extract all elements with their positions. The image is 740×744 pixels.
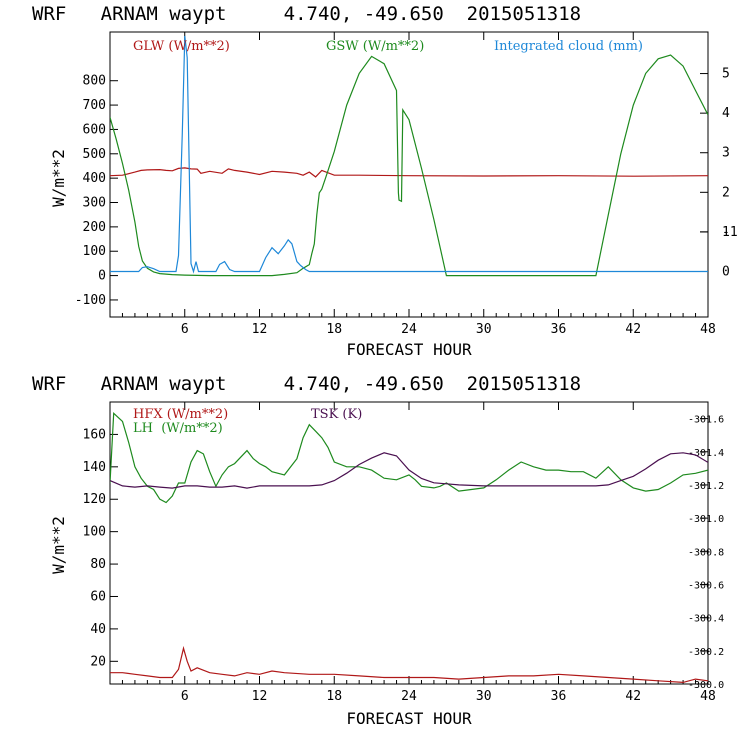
x-tick-label: 36: [551, 689, 567, 704]
chart-2-legend-hfx: HFX (W/m**2): [133, 407, 228, 422]
x-tick-label: 6: [181, 322, 189, 337]
x-tick-label: 42: [625, 689, 641, 704]
chart-1-x-axis: 6 12 18 24 30 36 42 48: [121, 32, 716, 337]
series-integrated-line: [110, 35, 708, 274]
y2-tick-label: -300.4: [688, 614, 724, 625]
y2-tick-label: -300.8: [688, 547, 724, 558]
y-tick-label: 40: [90, 622, 106, 637]
chart-1-legend-glw: GLW (W/m**2): [133, 39, 230, 54]
x-tick-label: 12: [252, 689, 268, 704]
y2-tick-label: -301.2: [688, 481, 724, 492]
y2-tick-label: -301.6: [688, 415, 724, 426]
y2-tick-label: 0: [722, 264, 730, 279]
y-tick-label: 0: [98, 269, 106, 284]
x-tick-label: 24: [401, 322, 417, 337]
y-tick-label: 120: [83, 492, 106, 507]
y-tick-label: 140: [83, 460, 106, 475]
x-tick-label: 6: [181, 689, 189, 704]
y-tick-label: 400: [83, 171, 106, 186]
series-hfx-line: [110, 645, 708, 684]
y-tick-label: 800: [83, 74, 106, 89]
chart-1-title: WRF ARNAM waypt 4.740, -49.650 201505131…: [32, 3, 581, 25]
y2-tick-label: 1: [722, 225, 730, 240]
chart-2-y2-axis: -300.0 -300.2 -300.4 -300.6 -300.8 -301.0 -301…: [688, 415, 724, 691]
x-tick-label: 30: [476, 322, 492, 337]
y-tick-label: 700: [83, 98, 106, 113]
x-tick-label: 30: [476, 689, 492, 704]
x-tick-label: 48: [700, 689, 716, 704]
y-tick-label: 500: [83, 147, 106, 162]
chart-2-x-label: FORECAST HOUR: [346, 709, 472, 728]
y2-tick-label: -300.2: [688, 647, 724, 658]
y2-tick-label: 5: [722, 67, 730, 82]
y-tick-label: 300: [83, 196, 106, 211]
y2-tick-label: -300.0: [688, 680, 724, 691]
y-tick-label: 80: [90, 557, 106, 572]
x-tick-label: 42: [625, 322, 641, 337]
chart-1-y-label: W/m**2: [49, 149, 68, 207]
series-tsk-line: [110, 452, 708, 489]
chart-2-series: [110, 411, 708, 684]
chart-1-y2-axis: -1 0 1 2 3 4 5: [700, 67, 738, 279]
chart-2-x-axis: 6 12 18 24 30 36 42 48: [121, 402, 716, 704]
chart-2-y-axis: 20 40 60 80 100 120 140 160: [83, 427, 118, 669]
series-glw-line: [110, 167, 708, 178]
chart-2-title: WRF ARNAM waypt 4.740, -49.650 201505131…: [32, 373, 581, 395]
y2-tick-label: -1: [722, 225, 738, 240]
y-tick-label: -100: [75, 293, 106, 308]
y2-tick-label: -301.0: [688, 514, 724, 525]
chart-2: WRF ARNAM waypt 4.740, -49.650 201505131…: [32, 373, 724, 728]
y-tick-label: 60: [90, 589, 106, 604]
chart-2-y-label: W/m**2: [49, 516, 68, 574]
y2-tick-label: -300.6: [688, 580, 724, 591]
x-tick-label: 48: [700, 322, 716, 337]
chart-2-legend-lh: LH (W/m**2): [133, 421, 223, 436]
y-tick-label: 600: [83, 122, 106, 137]
chart-1-legend-cloud: Integrated cloud (mm): [494, 39, 643, 54]
y-tick-label: 100: [83, 525, 106, 540]
y-tick-label: 20: [90, 654, 106, 669]
series-lh-line: [110, 411, 708, 504]
y2-tick-label: 4: [722, 106, 730, 121]
series-gsw-line: [110, 54, 708, 277]
chart-1-legend-gsw: GSW (W/m**2): [326, 39, 424, 54]
chart-1-x-label: FORECAST HOUR: [346, 340, 472, 359]
x-tick-label: 24: [401, 689, 417, 704]
y-tick-label: 160: [83, 427, 106, 442]
y2-tick-label: 2: [722, 185, 730, 200]
chart-1-series: [110, 35, 708, 277]
y2-tick-label: 3: [722, 146, 730, 161]
y-tick-label: 200: [83, 220, 106, 235]
y-tick-label: 100: [83, 244, 106, 259]
x-tick-label: 18: [326, 689, 342, 704]
y2-tick-label: -301.4: [688, 448, 724, 459]
chart-1-y-axis: -100 0 100 200 300 400 500 600 700 800: [75, 74, 118, 308]
x-tick-label: 12: [252, 322, 268, 337]
x-tick-label: 18: [326, 322, 342, 337]
chart-2-legend-tsk: TSK (K): [311, 407, 362, 422]
x-tick-label: 36: [551, 322, 567, 337]
chart-1: WRF ARNAM waypt 4.740, -49.650 201505131…: [32, 3, 738, 359]
